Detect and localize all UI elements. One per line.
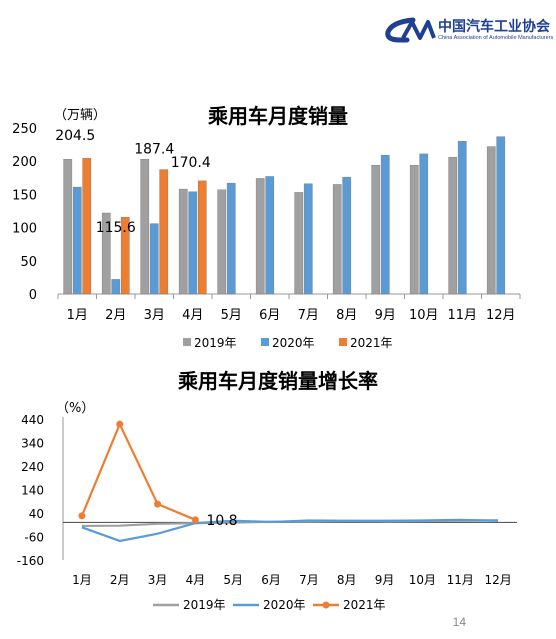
bar-2019年-4月 (178, 188, 188, 295)
page-number: 14 (452, 615, 466, 629)
legend-swatch (339, 338, 347, 346)
bar-2020年-10月 (419, 153, 429, 295)
y-tick-label: 200 (12, 155, 37, 170)
bar-2020年-12月 (496, 136, 506, 295)
x-tick-label: 1月 (67, 308, 88, 323)
x-tick-label: 3月 (144, 308, 165, 323)
y-tick-label: -160 (17, 554, 44, 568)
y-tick-label: 140 (21, 484, 44, 498)
bar-2019年-5月 (217, 189, 227, 295)
data-label: 115.6 (96, 220, 136, 236)
legend-label: 2021年 (350, 336, 393, 350)
x-tick-label: 9月 (375, 573, 395, 587)
legend-marker (322, 601, 330, 609)
bar-2019年-7月 (294, 192, 304, 295)
x-tick-label: 4月 (182, 308, 203, 323)
legend-label: 2020年 (263, 598, 306, 612)
legend-label: 2020年 (272, 336, 315, 350)
legend-label: 2021年 (343, 598, 386, 612)
caam-logo-icon (385, 17, 436, 43)
line-chart-title: 乘用车月度销量增长率 (177, 369, 378, 393)
legend-label: 2019年 (194, 336, 237, 350)
bar-2021年-2月 (120, 217, 130, 295)
x-tick-label: 10月 (409, 573, 436, 587)
bar-2020年-11月 (457, 141, 467, 295)
x-tick-label: 10月 (409, 308, 439, 323)
x-tick-label: 1月 (72, 573, 92, 587)
org-name-cn: 中国汽车工业协会 (438, 19, 550, 35)
bar-chart: 乘用车月度销量 （万辆） 0 50 100 150 200 250 1月 2月 3月 4月 5月 6月 7月… (12, 104, 521, 350)
x-tick-label: 3月 (148, 573, 168, 587)
y-tick-label: 100 (12, 222, 37, 237)
bar-2020年-3月 (149, 223, 159, 295)
bar-2020年-4月 (188, 191, 198, 295)
y-tick-label: 340 (21, 437, 44, 451)
bar-2019年-2月 (101, 212, 111, 295)
y-tick-label: 40 (29, 507, 44, 521)
bar-2020年-7月 (303, 183, 313, 295)
bar-2021年-4月 (197, 180, 207, 295)
bar-2020年-9月 (380, 155, 390, 295)
line-series-2020年 (81, 518, 499, 543)
x-tick-label: 9月 (375, 308, 396, 323)
bar-2020年-8月 (342, 176, 352, 295)
bar-2020年-1月 (72, 186, 82, 295)
legend-swatch (261, 338, 269, 346)
data-point (78, 512, 86, 520)
data-point (154, 500, 162, 508)
y-tick-label: 50 (20, 255, 37, 270)
x-tick-label: 12月 (486, 308, 516, 323)
bar-2019年-11月 (448, 157, 458, 295)
data-point (191, 516, 199, 524)
x-tick-label: 4月 (186, 573, 206, 587)
bar-2019年-10月 (409, 164, 419, 295)
y-tick-label: -60 (24, 531, 44, 545)
data-label: 187.4 (134, 142, 174, 158)
x-tick-label: 6月 (261, 573, 281, 587)
x-tick-label: 8月 (337, 573, 357, 587)
bar-2019年-8月 (332, 184, 342, 295)
header: 中国汽车工业协会 China Association of Automobile… (0, 0, 556, 60)
x-tick-label: 11月 (447, 573, 474, 587)
bar-chart-ylabel: （万辆） (54, 108, 106, 123)
data-label: 170.4 (171, 155, 211, 171)
org-name-en: China Association of Automobile Manufact… (438, 35, 554, 41)
x-tick-label: 5月 (223, 573, 243, 587)
x-tick-label: 7月 (298, 308, 319, 323)
line-chart: 乘用车月度销量增长率 （%） -160 -60 40 140 240 340 440 1月 2月 3月… (17, 369, 517, 612)
x-tick-label: 12月 (484, 573, 511, 587)
x-tick-label: 8月 (336, 308, 357, 323)
y-tick-label: 150 (12, 188, 37, 203)
bar-2020年-5月 (226, 182, 236, 295)
bar-2021年-1月 (82, 158, 92, 295)
bar-2020年-6月 (265, 176, 275, 295)
y-tick-label: 440 (21, 413, 44, 427)
bar-chart-title: 乘用车月度销量 (207, 104, 348, 128)
x-tick-label: 5月 (221, 308, 242, 323)
data-point (116, 420, 124, 428)
x-tick-label: 7月 (299, 573, 319, 587)
data-label: 10.8 (206, 513, 237, 529)
x-tick-label: 6月 (259, 308, 280, 323)
y-tick-label: 250 (12, 122, 37, 137)
bar-2019年-9月 (371, 164, 381, 295)
line-chart-ylabel: （%） (56, 401, 94, 416)
bar-2019年-12月 (486, 146, 496, 295)
bar-2021年-3月 (159, 169, 169, 295)
x-tick-label: 11月 (447, 308, 477, 323)
bar-2019年-1月 (63, 159, 73, 295)
legend-label: 2019年 (183, 598, 226, 612)
x-tick-label: 2月 (105, 308, 126, 323)
legend-swatch (183, 338, 191, 346)
line-series-2021年 (80, 421, 196, 521)
bar-2019年-3月 (140, 159, 150, 295)
bar-2019年-6月 (255, 178, 265, 295)
data-label: 204.5 (55, 128, 95, 144)
x-tick-label: 2月 (110, 573, 130, 587)
y-tick-label: 0 (29, 288, 37, 303)
y-tick-label: 240 (21, 460, 44, 474)
bar-2020年-2月 (111, 279, 121, 295)
